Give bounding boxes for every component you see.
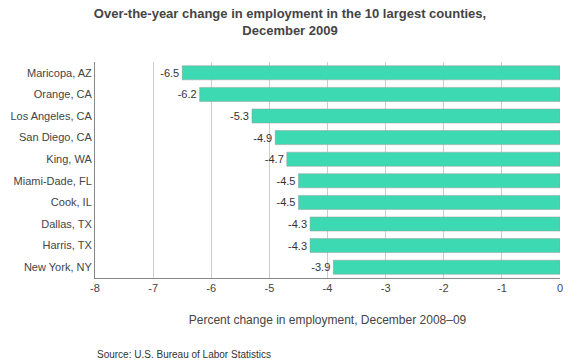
svg-text:-8: -8 <box>90 282 100 294</box>
svg-text:Orange, CA: Orange, CA <box>34 88 93 100</box>
svg-text:-5.3: -5.3 <box>230 110 249 122</box>
svg-text:Maricopa, AZ: Maricopa, AZ <box>27 67 92 79</box>
svg-text:0: 0 <box>557 282 563 294</box>
svg-text:-4.9: -4.9 <box>253 132 272 144</box>
svg-text:-3: -3 <box>381 282 391 294</box>
svg-text:Over-the-year change in employ: Over-the-year change in employment in th… <box>94 6 486 38</box>
svg-text:-7: -7 <box>148 282 158 294</box>
svg-text:-6: -6 <box>206 282 216 294</box>
svg-text:-1: -1 <box>497 282 507 294</box>
svg-text:Source: U.S. Bureau of Labor S: Source: U.S. Bureau of Labor Statistics <box>97 349 271 360</box>
svg-text:-6.2: -6.2 <box>178 88 197 100</box>
svg-text:King, WA: King, WA <box>46 153 92 165</box>
svg-text:-4.5: -4.5 <box>276 175 295 187</box>
svg-text:Miami-Dade, FL: Miami-Dade, FL <box>14 175 92 187</box>
svg-text:Harris, TX: Harris, TX <box>42 239 92 251</box>
svg-text:-6.5: -6.5 <box>160 67 179 79</box>
svg-text:Cook, IL: Cook, IL <box>51 196 92 208</box>
svg-text:San Diego, CA: San Diego, CA <box>19 131 92 143</box>
svg-text:Los Angeles, CA: Los Angeles, CA <box>10 110 92 122</box>
svg-text:Percent change in employment,: Percent change in employment, December 2… <box>189 313 467 327</box>
svg-text:Dallas, TX: Dallas, TX <box>41 218 92 230</box>
svg-text:New York, NY: New York, NY <box>24 261 93 273</box>
svg-text:-4.3: -4.3 <box>288 218 307 230</box>
svg-text:-4.3: -4.3 <box>288 240 307 252</box>
svg-text:-4.7: -4.7 <box>265 153 284 165</box>
svg-text:-5: -5 <box>264 282 274 294</box>
svg-text:-4: -4 <box>323 282 333 294</box>
svg-text:-4.5: -4.5 <box>276 196 295 208</box>
svg-text:-2: -2 <box>439 282 449 294</box>
svg-text:-3.9: -3.9 <box>311 261 330 273</box>
